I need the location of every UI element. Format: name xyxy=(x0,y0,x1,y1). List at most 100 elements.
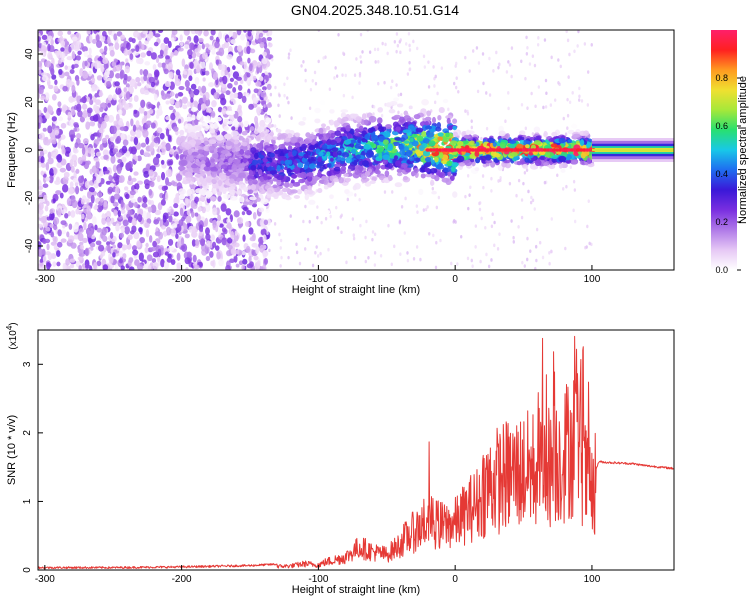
spectrogram-cell xyxy=(397,93,400,97)
spectrogram-cell xyxy=(432,65,435,69)
spectrogram-cell xyxy=(187,49,193,57)
spectrogram-cell xyxy=(242,234,246,242)
spectrogram-cell xyxy=(466,256,470,261)
spectrogram-cell xyxy=(186,188,195,195)
spectrogram-cell xyxy=(415,127,424,133)
spectrogram-cell xyxy=(340,157,346,162)
spectrogram-cell xyxy=(562,187,565,191)
spectrogram-cell xyxy=(223,69,229,76)
spectrogram-cell xyxy=(464,55,467,60)
spectrogram-cell xyxy=(510,219,513,223)
spectrogram-cell xyxy=(160,198,166,206)
spectrogram-cell xyxy=(101,213,106,219)
spectrogram-cell xyxy=(204,70,210,76)
spectrogram-cell xyxy=(67,111,72,119)
spectrogram-cell xyxy=(373,47,377,52)
spectrogram-cell xyxy=(517,178,521,183)
spectrogram-cell xyxy=(341,73,344,77)
spectrogram-cell xyxy=(498,232,501,236)
spectrogram-cell xyxy=(467,206,470,211)
spectrogram-cell xyxy=(361,50,364,54)
spectrogram-cell xyxy=(191,225,196,233)
spectrogram-cell xyxy=(255,246,260,255)
spectrogram-cell xyxy=(385,124,392,130)
spectrogram-cell xyxy=(273,222,277,226)
spectrogram-cell xyxy=(130,198,137,203)
spectrogram-cell xyxy=(73,160,78,168)
spectrogram-cell xyxy=(557,58,560,62)
spectrogram-cell xyxy=(158,105,162,113)
spectrogram-cell xyxy=(86,210,92,217)
spectrogram-cell xyxy=(215,134,224,141)
spectrogram-cell xyxy=(93,157,100,162)
spectrogram-cell xyxy=(45,92,50,101)
spectrogram-cell xyxy=(431,116,436,124)
spectrogram-cell xyxy=(201,122,208,127)
spectrogram-cell xyxy=(196,64,200,73)
spectrogram-cell xyxy=(144,222,150,229)
spectrogram-cell xyxy=(86,107,93,114)
spectrogram-cell xyxy=(236,217,244,225)
spectrogram-cell xyxy=(49,167,54,177)
spectrogram-cell xyxy=(326,151,331,157)
spectrogram-cell xyxy=(564,246,567,251)
spectrogram-cell xyxy=(313,70,317,75)
spectrogram-cell xyxy=(303,247,307,251)
spectrogram-cell xyxy=(522,140,531,146)
spectrogram-cell xyxy=(96,227,103,233)
spectrogram-cell xyxy=(142,129,149,138)
spectrogram-cell xyxy=(216,220,221,227)
spectrogram-cell xyxy=(153,94,158,101)
spectrogram-cell xyxy=(214,116,222,122)
spectrogram-cell xyxy=(99,48,104,54)
spectrogram-cell xyxy=(227,83,233,89)
spectrogram-cell xyxy=(359,32,363,37)
spectrogram-cell xyxy=(396,103,404,108)
spectrogram-cell xyxy=(543,180,547,185)
spectrogram-cell xyxy=(566,38,570,43)
spectrogram-cell xyxy=(230,195,238,201)
spectrogram-cell xyxy=(122,139,129,146)
spectrogram-cell xyxy=(359,55,362,59)
spectrogram-cell xyxy=(173,197,180,206)
spectrogram-cell xyxy=(425,173,433,178)
spectrogram-cell xyxy=(304,204,307,209)
spectrogram-cell xyxy=(529,200,533,205)
spectrogram-cell xyxy=(526,106,529,110)
spectrogram-cell xyxy=(398,157,403,162)
spectrogram-cell xyxy=(421,131,427,138)
spectrogram-cell xyxy=(203,30,209,37)
spectrogram-cell xyxy=(353,73,357,78)
spectrogram-cell xyxy=(332,150,339,158)
spectrogram-cell xyxy=(40,170,45,176)
spectrogram-cell xyxy=(101,121,107,129)
spectrogram-cell xyxy=(161,93,167,100)
spectrogram-cell xyxy=(41,34,48,41)
spectrogram-cell xyxy=(218,47,225,57)
spectrogram-cell xyxy=(526,257,529,262)
spectrogram-cell xyxy=(144,61,151,66)
spectrogram-cell xyxy=(178,165,186,171)
spectrogram-cell xyxy=(283,82,286,87)
spectrogram-cell xyxy=(231,130,239,137)
spectrogram-cell xyxy=(357,136,362,144)
spectrogram-cell xyxy=(205,256,211,262)
spectrogram-cell xyxy=(476,89,480,94)
spectrogram-cell xyxy=(93,261,98,270)
spectrogram-cell xyxy=(413,113,421,120)
spectrogram-cell xyxy=(141,43,145,51)
spectrogram-cell xyxy=(205,240,211,249)
spectrogram-cell xyxy=(229,77,235,82)
spectrogram-cell xyxy=(225,264,231,270)
spectrogram-cell xyxy=(70,108,76,116)
spectrogram-cell xyxy=(108,174,113,181)
spectrogram-cell xyxy=(544,105,548,109)
spectrogram-cell xyxy=(107,244,111,254)
spectrogram-cell xyxy=(217,106,223,113)
spectrogram-cell xyxy=(364,259,367,264)
spectrogram-cell xyxy=(246,210,252,216)
spectrogram-cell xyxy=(474,167,480,172)
spectrogram-cell xyxy=(277,103,280,108)
spectrogram-cell xyxy=(217,195,222,202)
spectrogram-cell xyxy=(258,189,266,195)
